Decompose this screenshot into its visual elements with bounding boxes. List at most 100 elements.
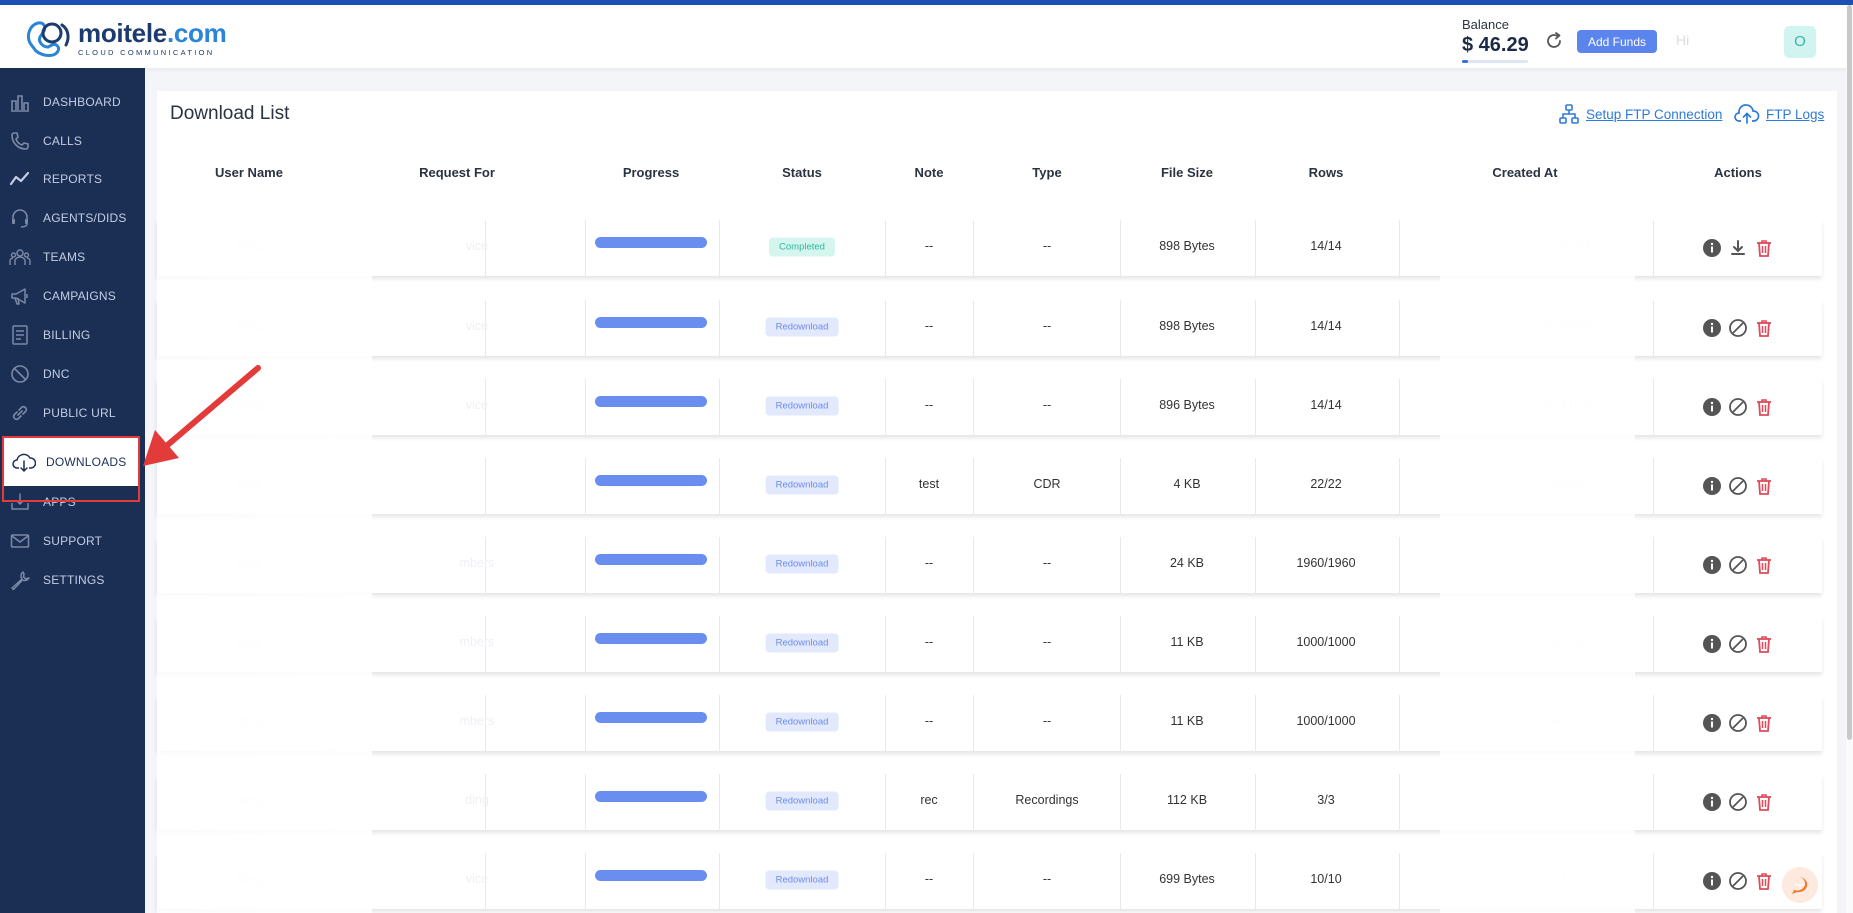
cell-created-at: 13:23:01 <box>1542 793 1592 807</box>
info-icon[interactable] <box>1702 713 1722 733</box>
cell-divider <box>1399 537 1400 593</box>
scrollbar-thumb[interactable] <box>1847 5 1852 740</box>
col-note[interactable]: Note <box>914 165 944 180</box>
cell-divider <box>485 220 486 276</box>
cell-divider <box>973 616 974 672</box>
info-icon[interactable] <box>1702 476 1722 496</box>
cell-divider <box>1255 695 1256 751</box>
cell-divider <box>485 695 486 751</box>
sidebar-item-downloads[interactable]: DOWNLOADS <box>3 438 139 486</box>
redownload-badge[interactable]: Redownload <box>765 712 839 732</box>
add-funds-button[interactable]: Add Funds <box>1577 30 1657 53</box>
redownload-badge[interactable]: Redownload <box>765 475 839 495</box>
cell-request-for: ding <box>465 793 489 807</box>
sidebar-item-agents-dids[interactable]: AGENTS/DIDS <box>0 199 145 237</box>
redownload-badge[interactable]: Redownload <box>765 396 839 416</box>
col-status[interactable]: Status <box>782 165 822 180</box>
cell-divider <box>885 774 886 830</box>
col-created-at[interactable]: Created At <box>1492 165 1558 180</box>
cell-divider <box>329 774 330 830</box>
delete-icon[interactable] <box>1754 318 1774 338</box>
cell-divider <box>585 220 586 276</box>
cell-file-size: 898 Bytes <box>1159 319 1215 333</box>
info-icon[interactable] <box>1702 238 1722 258</box>
cell-divider <box>719 774 720 830</box>
table-row: sting vice Completed -- -- 898 Bytes 14/14 14:2… <box>157 220 1822 276</box>
cancel-icon[interactable] <box>1728 397 1748 417</box>
delete-icon[interactable] <box>1754 792 1774 812</box>
redownload-badge[interactable]: Redownload <box>765 317 839 337</box>
info-icon[interactable] <box>1702 871 1722 891</box>
download-icon[interactable] <box>1728 238 1748 258</box>
col-user-name[interactable]: User Name <box>215 165 283 180</box>
headset-icon <box>8 206 32 230</box>
delete-icon[interactable] <box>1754 476 1774 496</box>
setup-ftp-label: Setup FTP Connection <box>1586 106 1723 122</box>
col-request-for[interactable]: Request For <box>419 165 495 180</box>
delete-icon[interactable] <box>1754 238 1774 258</box>
avatar[interactable]: O <box>1784 26 1816 58</box>
delete-icon[interactable] <box>1754 634 1774 654</box>
sidebar-item-campaigns[interactable]: CAMPAIGNS <box>0 277 145 315</box>
info-icon[interactable] <box>1702 792 1722 812</box>
sidebar-item-apps[interactable]: APPS <box>0 483 145 521</box>
delete-icon[interactable] <box>1754 397 1774 417</box>
sidebar-item-support[interactable]: SUPPORT <box>0 522 145 560</box>
cancel-icon[interactable] <box>1728 792 1748 812</box>
delete-icon[interactable] <box>1754 555 1774 575</box>
cell-divider <box>1399 458 1400 514</box>
refresh-icon[interactable] <box>1544 31 1564 51</box>
cell-divider <box>585 695 586 751</box>
info-icon[interactable] <box>1702 555 1722 575</box>
delete-icon[interactable] <box>1754 871 1774 891</box>
delete-icon[interactable] <box>1754 713 1774 733</box>
cell-rows: 3/3 <box>1317 793 1335 807</box>
redownload-badge[interactable]: Redownload <box>765 870 839 890</box>
sidebar-item-calls[interactable]: CALLS <box>0 122 145 160</box>
sidebar-item-reports[interactable]: REPORTS <box>0 160 145 198</box>
cell-divider <box>485 774 486 830</box>
redownload-badge[interactable]: Redownload <box>765 554 839 574</box>
col-type[interactable]: Type <box>1032 165 1062 180</box>
sidebar-item-label: REPORTS <box>43 172 103 186</box>
ftp-logs-link[interactable]: FTP Logs <box>1734 103 1824 125</box>
setup-ftp-connection-link[interactable]: Setup FTP Connection <box>1558 103 1722 125</box>
cancel-icon[interactable] <box>1728 634 1748 654</box>
info-icon[interactable] <box>1702 397 1722 417</box>
cell-divider <box>885 537 886 593</box>
cell-type: -- <box>1042 239 1052 253</box>
cell-divider <box>719 695 720 751</box>
progress-bar <box>595 633 707 644</box>
cancel-icon[interactable] <box>1728 713 1748 733</box>
cell-user-name: sting <box>235 714 263 728</box>
info-icon[interactable] <box>1702 634 1722 654</box>
info-icon[interactable] <box>1702 318 1722 338</box>
sidebar-item-teams[interactable]: TEAMS <box>0 238 145 276</box>
col-actions: Actions <box>1714 165 1762 180</box>
sidebar-item-dashboard[interactable]: DASHBOARD <box>0 83 145 121</box>
cell-note: -- <box>924 239 934 253</box>
balance-bar <box>1462 60 1528 63</box>
cell-divider <box>885 300 886 356</box>
cell-divider <box>1120 379 1121 435</box>
redownload-badge[interactable]: Redownload <box>765 633 839 653</box>
cancel-icon[interactable] <box>1728 476 1748 496</box>
cancel-icon[interactable] <box>1728 555 1748 575</box>
cancel-icon[interactable] <box>1728 871 1748 891</box>
col-file-size[interactable]: File Size <box>1160 165 1214 180</box>
sidebar-item-billing[interactable]: BILLING <box>0 316 145 354</box>
col-rows[interactable]: Rows <box>1308 165 1344 180</box>
cell-note: test <box>918 477 940 491</box>
cancel-icon[interactable] <box>1728 318 1748 338</box>
chat-button[interactable] <box>1782 867 1818 903</box>
col-progress[interactable]: Progress <box>622 165 680 180</box>
sidebar-item-settings[interactable]: SETTINGS <box>0 561 145 599</box>
cell-rows: 1960/1960 <box>1296 556 1356 570</box>
cell-note: -- <box>924 319 934 333</box>
cell-divider <box>885 616 886 672</box>
sidebar-item-dnc[interactable]: DNC <box>0 355 145 393</box>
redownload-badge[interactable]: Redownload <box>765 791 839 811</box>
sidebar-item-public-url[interactable]: PUBLIC URL <box>0 394 145 432</box>
progress-bar <box>595 791 707 802</box>
logo[interactable]: moitele.com CLOUD COMMUNICATION <box>22 17 227 59</box>
